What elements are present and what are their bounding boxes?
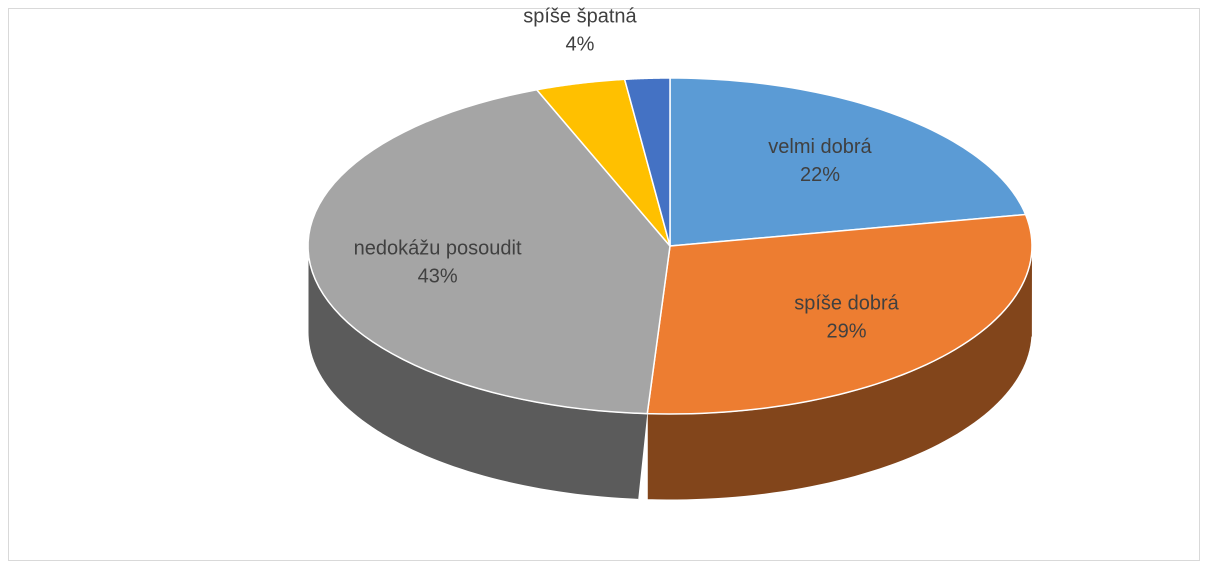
slice-label: nedokážu posoudit [354,237,522,259]
pie-slice [623,77,671,247]
slice-value-label: 4% [566,34,595,56]
slice-label: spíše špatná [523,6,637,28]
pie-slice [669,77,1027,247]
slice-value-label: 29% [826,320,866,342]
pie-slice [535,78,671,247]
slice-value-label: 22% [800,164,840,186]
slice-label: velmi dobrá [768,136,872,158]
slice-value-label: 43% [418,265,458,287]
pie-slice [646,213,1033,415]
pie-slice [307,88,671,415]
slice-label: spíše dobrá [794,292,899,314]
